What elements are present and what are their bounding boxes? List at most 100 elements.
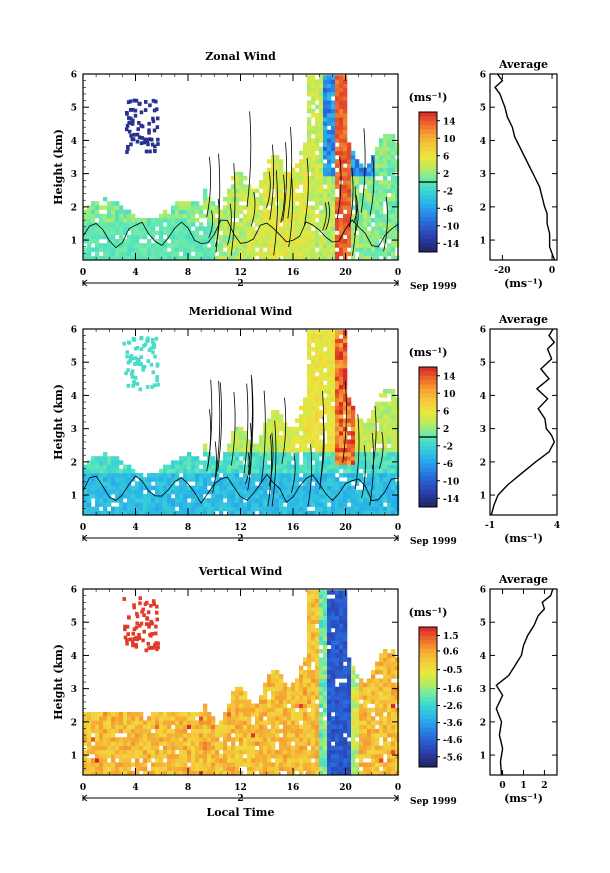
heatmap-cell (315, 485, 320, 491)
x-tick-label: 8 (185, 268, 191, 278)
heatmap-cell (367, 230, 372, 236)
heatmap-cell (175, 733, 180, 738)
heatmap-cell (391, 146, 396, 152)
heatmap-cell (151, 762, 156, 767)
heatmap-cell (223, 464, 228, 470)
heatmap-cell (327, 615, 332, 620)
heatmap-cell (139, 741, 144, 746)
heatmap-cell (127, 502, 132, 507)
heatmap-cell (239, 464, 244, 470)
heatmap-cell (299, 192, 304, 198)
heatmap-cell (327, 368, 332, 373)
heatmap-cell (347, 251, 352, 257)
heatmap-cell (371, 481, 376, 486)
heatmap-cell (111, 749, 116, 755)
heatmap-cell (211, 766, 216, 772)
heatmap-cell (359, 171, 364, 177)
heatmap-cell (311, 96, 316, 101)
average-y-tick-label: 4 (480, 137, 486, 147)
heatmap-cell (331, 426, 336, 432)
heatmap-cell (355, 506, 360, 512)
heatmap-cell (335, 197, 340, 202)
heatmap-cell (275, 724, 280, 730)
heatmap-cell (387, 456, 392, 461)
heatmap-cell (263, 222, 268, 227)
heatmap-cell (303, 670, 308, 675)
heatmap-cell (299, 733, 304, 738)
heatmap-cell (283, 176, 288, 181)
heatmap-cell (279, 754, 284, 759)
heatmap-cell (83, 770, 88, 776)
heatmap-cell (339, 632, 344, 637)
heatmap-cell (307, 632, 312, 637)
heatmap-cell (335, 653, 340, 658)
heatmap-cell (147, 239, 152, 244)
heatmap-cell (231, 213, 236, 219)
heatmap-cell (187, 745, 192, 751)
heatmap-cell (395, 142, 400, 147)
heatmap-cell (299, 468, 304, 474)
heatmap-cell (251, 456, 256, 461)
heatmap-cell (299, 247, 304, 252)
heatmap-cell (363, 255, 368, 261)
heatmap-cell (99, 724, 104, 730)
heatmap-cell (295, 716, 300, 721)
heatmap-cell (95, 481, 100, 486)
heatmap-cell (107, 712, 112, 717)
colorbar-swatch (419, 432, 437, 438)
heatmap-cell (391, 489, 396, 495)
heatmap-cell (95, 456, 100, 461)
heatmap-cell (331, 197, 336, 202)
heatmap-cell (183, 498, 188, 503)
heatmap-cell (287, 754, 292, 759)
heatmap-cell (227, 197, 232, 202)
heatmap-cell (311, 188, 316, 194)
heatmap-cell (311, 142, 316, 147)
heatmap-cell (131, 255, 136, 261)
heatmap-cell (315, 649, 320, 654)
heatmap-cell (143, 733, 148, 738)
heatmap-cell (339, 636, 344, 641)
heatmap-cell (391, 226, 396, 231)
heatmap-cell (275, 712, 280, 717)
heatmap-cell (235, 762, 240, 767)
heatmap-cell (127, 510, 132, 516)
heatmap-cell (327, 712, 332, 717)
heatmap-cell (111, 226, 116, 231)
heatmap-cell (299, 426, 304, 432)
heatmap-cell (83, 477, 88, 482)
heatmap-cell (331, 716, 336, 721)
heatmap-cell (299, 754, 304, 759)
heatmap-cell (271, 435, 276, 440)
heatmap-cell (287, 733, 292, 738)
heatmap-cell (355, 439, 360, 444)
heatmap-cell (107, 209, 112, 215)
heatmap-cell (331, 758, 336, 763)
heatmap-cell (155, 116, 160, 121)
heatmap-cell (319, 125, 324, 131)
panel-title: Zonal Wind (205, 50, 276, 63)
heatmap-cell (315, 498, 320, 503)
heatmap-cell (231, 703, 236, 709)
heatmap-cell (359, 176, 364, 181)
heatmap-cell (395, 494, 400, 499)
heatmap-cell (331, 334, 336, 339)
colorbar-tick-label: -2 (443, 442, 453, 452)
heatmap-cell (199, 502, 204, 507)
heatmap-cell (315, 368, 320, 373)
heatmap-cell (219, 745, 224, 751)
y-tick-label: 3 (71, 425, 77, 435)
heatmap-cell (327, 197, 332, 202)
heatmap-cell (331, 749, 336, 755)
heatmap-cell (323, 481, 328, 486)
heatmap-cell (275, 686, 280, 692)
heatmap-cell (167, 489, 172, 495)
heatmap-cell (132, 381, 137, 386)
heatmap-cell (271, 682, 276, 688)
heatmap-cell (303, 184, 308, 189)
heatmap-cell (343, 205, 348, 210)
heatmap-cell (155, 502, 160, 507)
heatmap-cell (143, 494, 148, 499)
heatmap-cell (115, 213, 120, 219)
heatmap-cell (144, 149, 149, 154)
